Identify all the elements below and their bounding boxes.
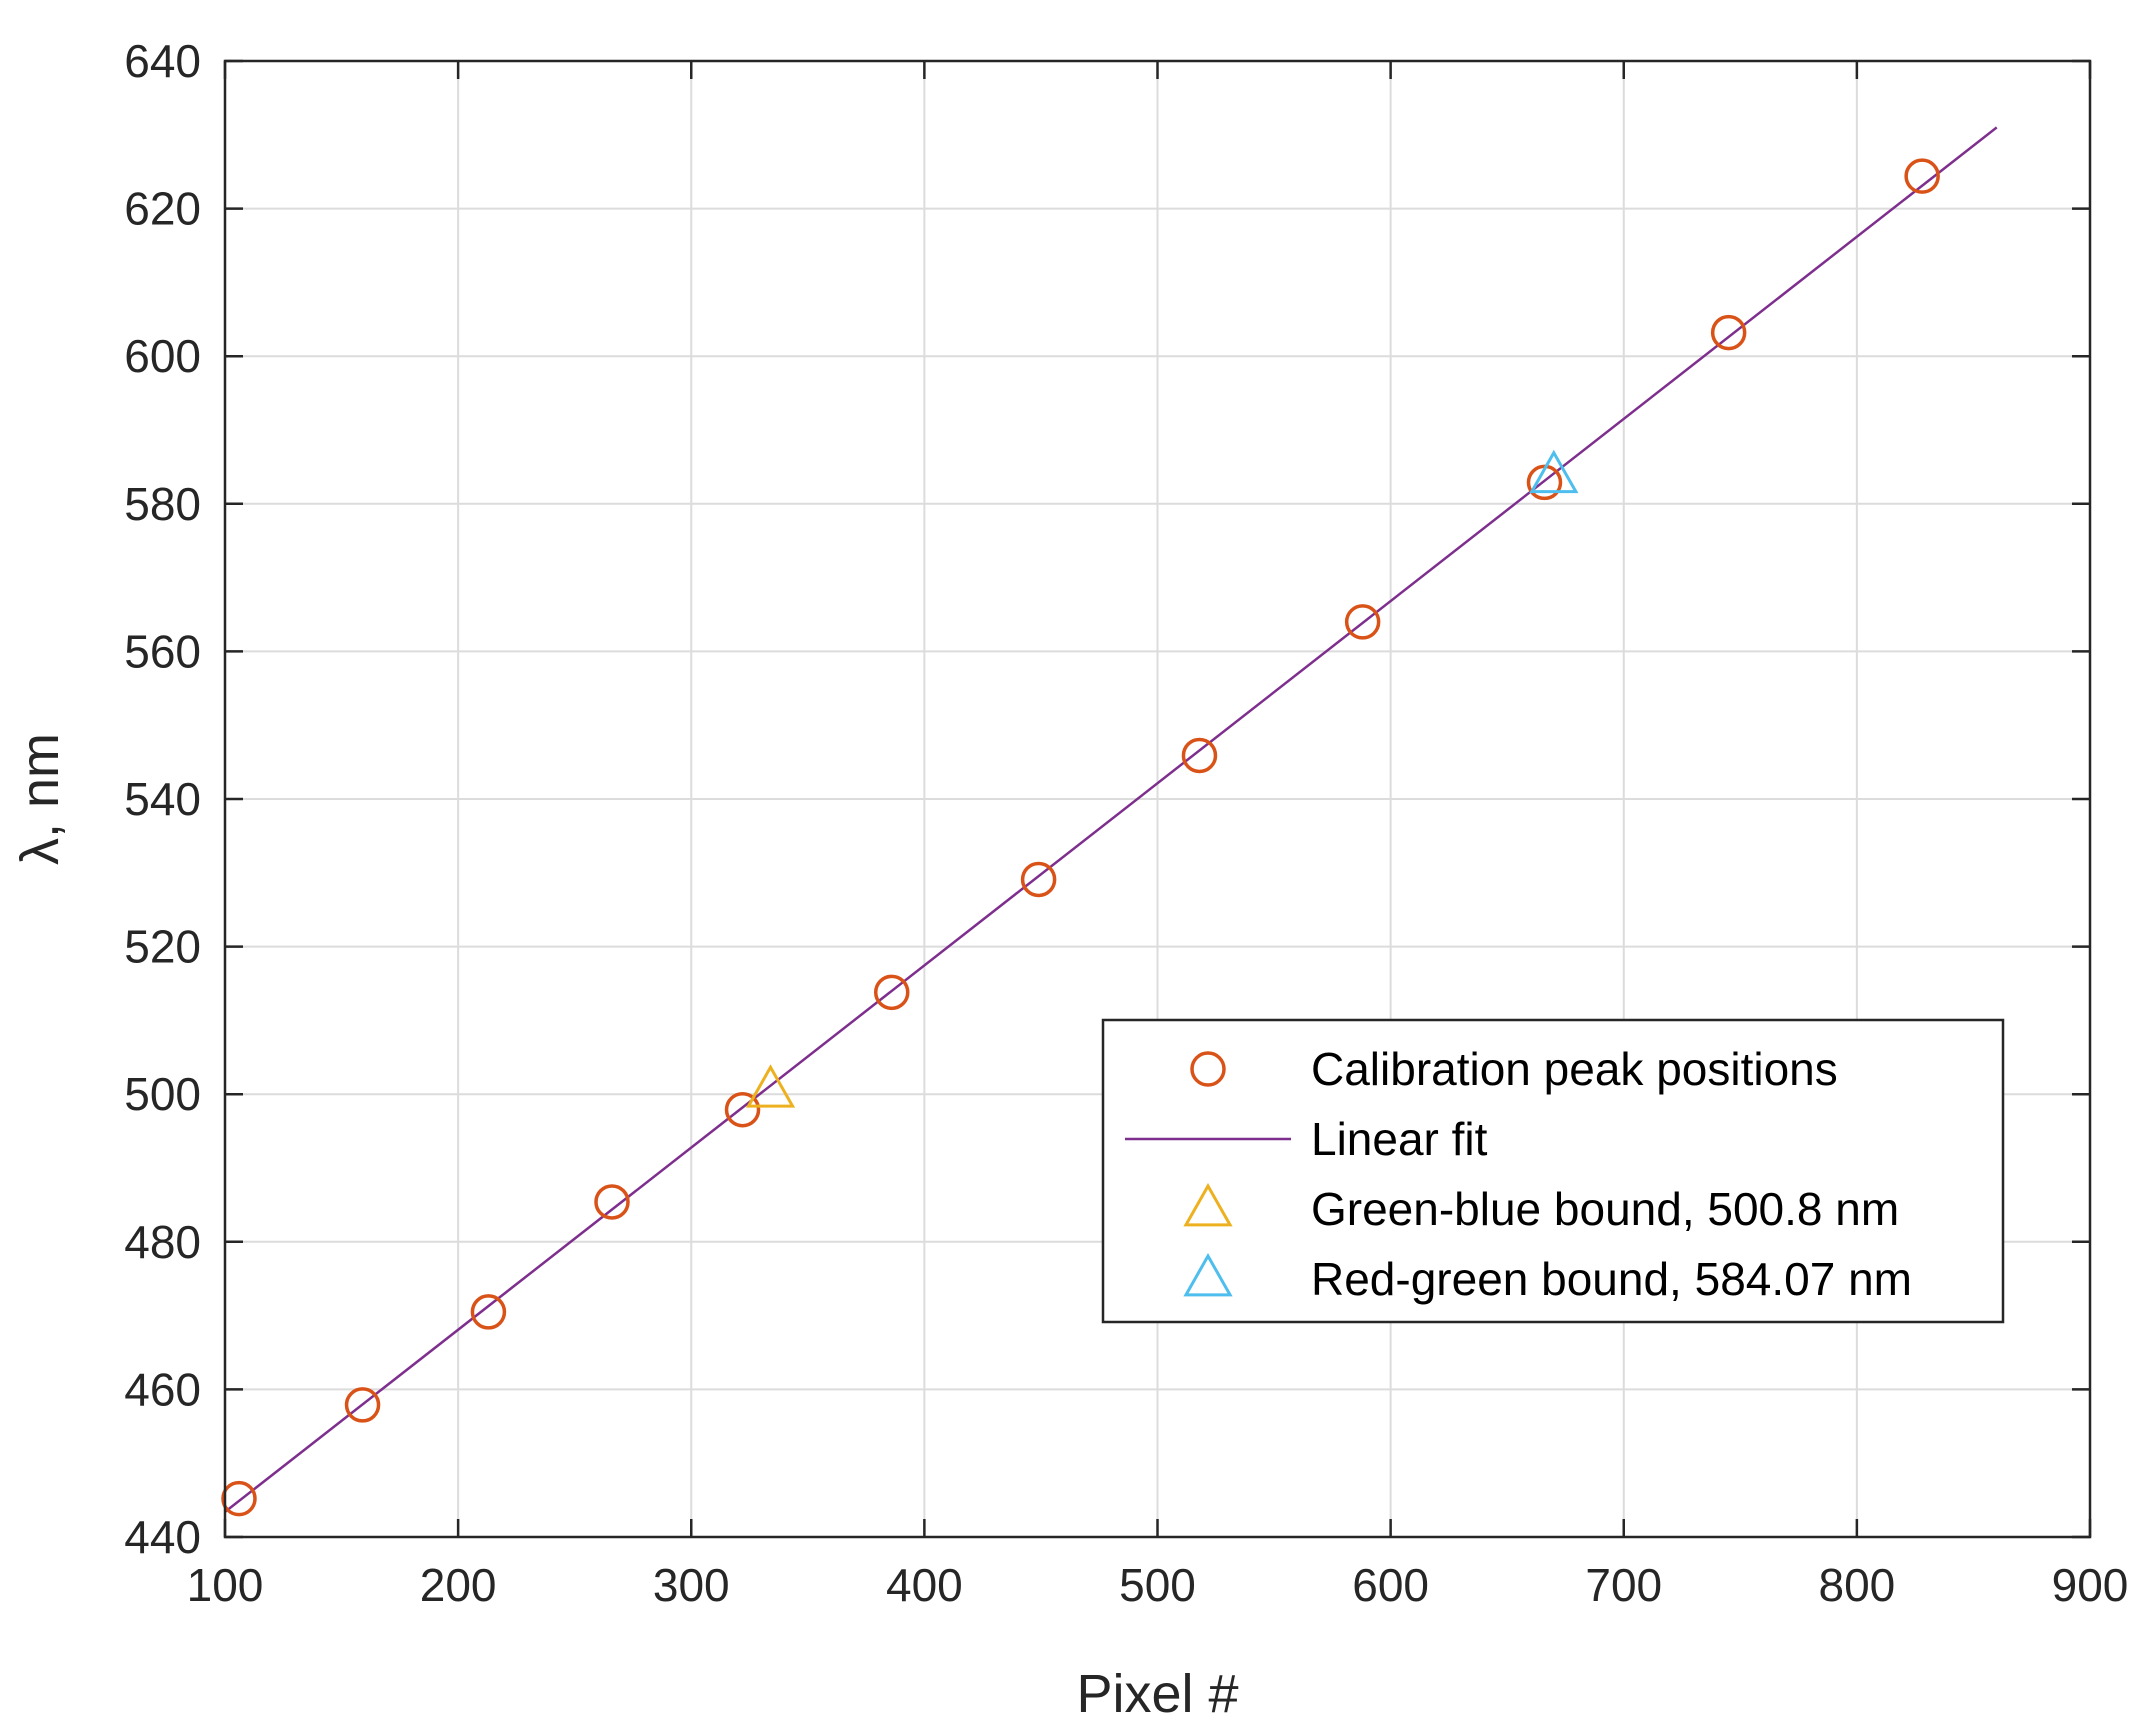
x-tick-label: 700 xyxy=(1585,1559,1662,1611)
calibration-point xyxy=(1904,158,1940,194)
bound-marker xyxy=(1529,449,1579,494)
y-tick-label: 600 xyxy=(124,330,201,382)
x-axis-label: Pixel # xyxy=(1076,1664,1238,1724)
x-tick-label: 500 xyxy=(1119,1559,1196,1611)
calibration-point xyxy=(1020,861,1057,898)
bound-marker xyxy=(745,1064,796,1108)
y-tick-label: 440 xyxy=(124,1511,201,1563)
legend-triangle-swatch xyxy=(1183,1252,1233,1297)
y-tick-label: 640 xyxy=(124,35,201,87)
x-tick-label: 100 xyxy=(187,1559,264,1611)
y-tick-label: 460 xyxy=(124,1363,201,1415)
calibration-point xyxy=(344,1387,381,1423)
y-tick-label: 480 xyxy=(124,1216,201,1268)
legend: Calibration peak positions Linear fit Gree… xyxy=(1101,1018,2005,1324)
y-tick-label: 620 xyxy=(124,183,201,235)
y-tick-label: 540 xyxy=(124,773,201,825)
calibration-point xyxy=(594,1184,630,1220)
calibration-point xyxy=(1344,604,1381,640)
legend-label: Red-green bound, 584.07 nm xyxy=(1311,1253,1912,1305)
calibration-point xyxy=(470,1294,507,1330)
y-axis-label: λ, nm xyxy=(10,733,70,865)
x-tick-label: 300 xyxy=(653,1559,730,1611)
calibration-point xyxy=(1710,314,1747,351)
legend-triangle-swatch xyxy=(1183,1182,1233,1227)
legend-circle-swatch xyxy=(1190,1051,1226,1087)
legend-label: Green-blue bound, 500.8 nm xyxy=(1311,1183,1899,1235)
plot-series xyxy=(221,126,1998,1517)
tick-labels: 100 200 300 400 500 600 700 800 900 440 460 480 500 5… xyxy=(124,35,2128,1611)
y-tick-label: 500 xyxy=(124,1068,201,1120)
legend-label: Calibration peak positions xyxy=(1311,1043,1838,1095)
axis-ticks xyxy=(223,59,2092,1539)
y-tick-label: 580 xyxy=(124,478,201,530)
legend-box xyxy=(1101,1018,2005,1324)
calibration-point xyxy=(221,1480,257,1517)
calibration-point xyxy=(724,1091,761,1128)
calibration-point xyxy=(1181,737,1218,774)
x-tick-label: 600 xyxy=(1352,1559,1429,1611)
y-tick-label: 520 xyxy=(124,921,201,973)
x-tick-label: 200 xyxy=(420,1559,497,1611)
linear-fit-line xyxy=(224,126,1998,1513)
calibration-point xyxy=(873,974,910,1011)
x-tick-label: 800 xyxy=(1819,1559,1896,1611)
x-tick-label: 400 xyxy=(886,1559,963,1611)
legend-label: Linear fit xyxy=(1311,1113,1488,1165)
legend-items: Calibration peak positions Linear fit Gree… xyxy=(1125,1043,1912,1305)
x-tick-label: 900 xyxy=(2052,1559,2129,1611)
y-tick-label: 560 xyxy=(124,625,201,677)
